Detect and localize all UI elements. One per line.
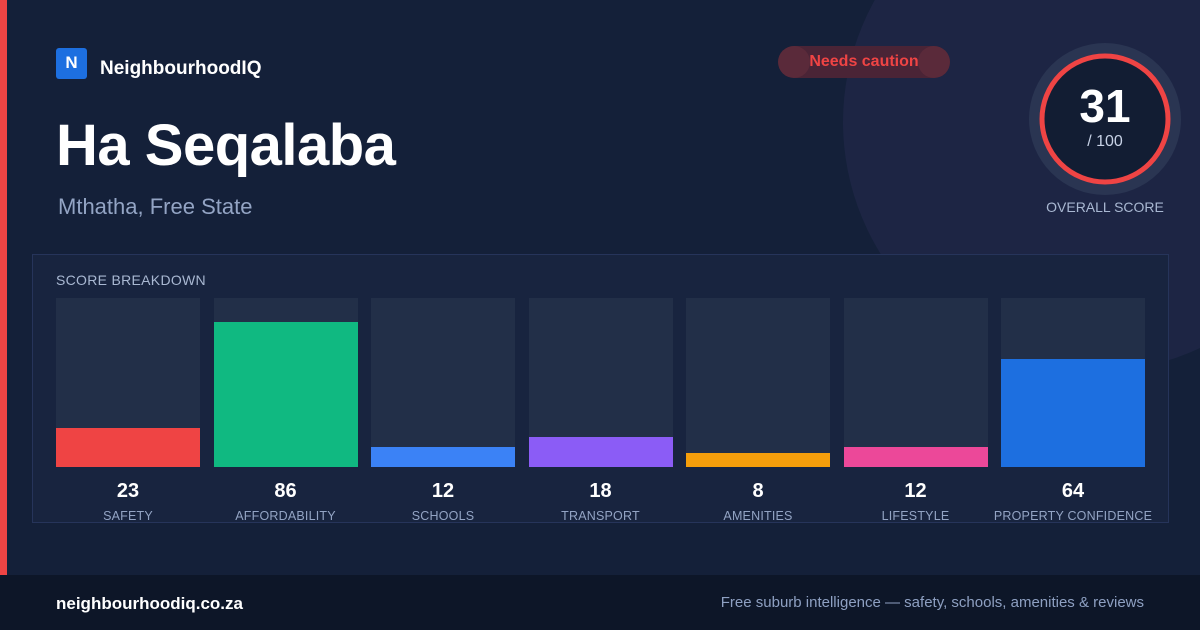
bar-track (528, 298, 673, 467)
bar-track (371, 298, 515, 467)
footer-tagline: Free suburb intelligence — safety, schoo… (720, 594, 1144, 611)
bar-fill (528, 437, 673, 467)
bar-label: PROPERTY CONFIDENCE (993, 509, 1153, 523)
bar-track (1001, 298, 1145, 467)
brand-name: NeighbourhoodIQ (100, 58, 262, 79)
bar-label: SAFETY (103, 509, 153, 523)
bar-value: 8 (752, 480, 764, 502)
score-ring-graphic (1029, 43, 1181, 195)
bar-fill (686, 453, 830, 467)
score-breakdown-title: SCORE BREAKDOWN (56, 272, 206, 288)
bar-value: 64 (1061, 480, 1085, 502)
bar-fill (56, 428, 200, 467)
bar-value: 23 (116, 480, 140, 502)
score-breakdown-bars: 23 SAFETY 86 AFFORDABILITY 12 SCHOOLS 18 TRANSP… (33, 255, 1168, 523)
badge-cap-right (918, 46, 950, 78)
bar-track (56, 298, 200, 467)
brand-logo-icon: N (56, 47, 87, 79)
status-badge-label: Needs caution (809, 53, 919, 70)
left-accent-stripe (0, 0, 7, 575)
bar-fill (371, 447, 515, 467)
bar-value: 12 (431, 480, 455, 502)
overall-score-ring: 31 / 100 (1029, 43, 1181, 195)
bar-value: 86 (274, 480, 297, 502)
bar-label: AMENITIES (723, 509, 793, 523)
badge-cap-left (778, 46, 810, 78)
bar-track (843, 298, 988, 467)
bar-fill (1001, 359, 1145, 467)
bar-label: LIFESTYLE (881, 509, 950, 523)
overall-score-value: 31 (1079, 80, 1131, 132)
bar-fill (213, 322, 358, 467)
bar-label: AFFORDABILITY (235, 509, 336, 523)
bar-value: 12 (904, 480, 927, 502)
overall-score-max: / 100 (1087, 133, 1123, 150)
bar-fill (843, 447, 988, 467)
score-ring-stroke (1039, 53, 1171, 185)
brand[interactable]: N NeighbourhoodIQ (56, 46, 261, 80)
overall-score-caption: OVERALL SCORE (1046, 199, 1164, 215)
score-breakdown-panel: SCORE BREAKDOWN 23 SAFETY 86 AFFORDABILITY 1… (32, 254, 1169, 523)
bar-track (213, 298, 358, 467)
footer-url-link[interactable]: neighbourhoodiq.co.za (56, 594, 243, 613)
bar-value: 18 (589, 480, 612, 502)
bar-track (686, 298, 830, 467)
location-subtitle: Mthatha, Free State (58, 194, 253, 219)
bar-label: TRANSPORT (561, 509, 640, 523)
status-badge: Needs caution (778, 46, 950, 78)
footer: neighbourhoodiq.co.za Free suburb intell… (0, 575, 1200, 630)
bar-label: SCHOOLS (411, 509, 475, 523)
page-title: Ha Seqalaba (56, 113, 396, 178)
